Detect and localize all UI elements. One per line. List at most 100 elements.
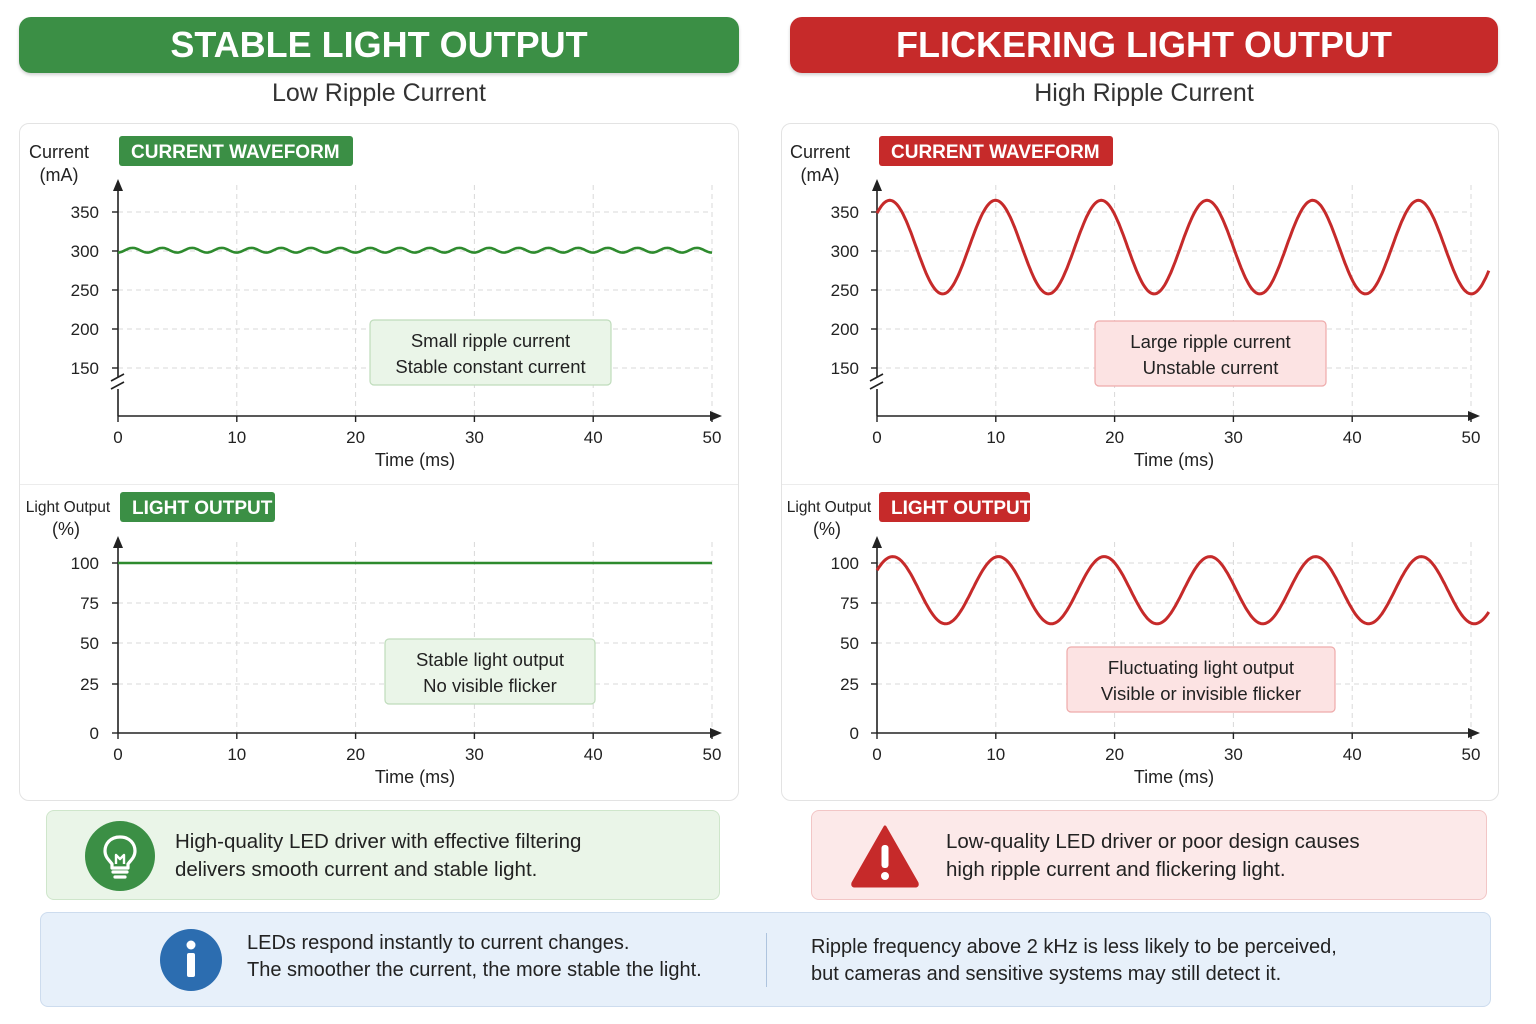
info-note-box: LEDs respond instantly to current change… (40, 912, 1491, 1007)
x-tick-label: 40 (584, 745, 603, 764)
x-tick-label: 0 (872, 428, 881, 447)
panel-divider (20, 484, 738, 485)
series-line (117, 246, 713, 254)
y-axis-label: Current (29, 142, 89, 162)
x-axis-label: Time (ms) (375, 767, 455, 787)
right-current-chart: 150 200 250 300 350 0 10 20 30 40 50 Time (ms) Curre… (790, 136, 1491, 470)
callout-line-2: Unstable current (1143, 357, 1279, 378)
x-tick-label: 20 (346, 745, 365, 764)
info-icon (159, 928, 223, 992)
y-tick-label: 350 (831, 203, 859, 222)
chart-title: CURRENT WAVEFORM (891, 142, 1100, 163)
y-tick-label: 300 (831, 242, 859, 261)
x-tick-label: 30 (465, 428, 484, 447)
axis-break-mark (869, 381, 884, 390)
series-line (875, 198, 1491, 296)
x-tick-label: 0 (113, 745, 122, 764)
y-tick-label: 100 (831, 554, 859, 573)
y-axis-label: Current (790, 142, 850, 162)
panel-divider (782, 484, 1498, 485)
y-tick-label: 250 (71, 281, 99, 300)
stable-info-line-1: High-quality LED driver with effective f… (175, 830, 582, 853)
x-tick-label: 30 (1224, 428, 1243, 447)
y-tick-label: 25 (840, 675, 859, 694)
right-light-chart: 0 25 50 75 100 0 10 20 30 40 50 Time (ms) Light Outp… (787, 492, 1491, 787)
x-tick-label: 10 (986, 428, 1005, 447)
x-tick-label: 10 (986, 745, 1005, 764)
note-line-3: Ripple frequency above 2 kHz is less lik… (811, 936, 1337, 958)
note-separator (766, 933, 767, 987)
chart-title: LIGHT OUTPUT (132, 498, 273, 519)
flicker-banner: FLICKERING LIGHT OUTPUT (790, 17, 1498, 73)
axis-break-mark (869, 373, 884, 382)
callout-line-1: Fluctuating light output (1108, 657, 1294, 678)
x-axis-arrow (1468, 728, 1480, 738)
chart-title-tag (879, 492, 1030, 522)
callout-line-2: Stable constant current (395, 356, 585, 377)
x-axis-label: Time (ms) (1134, 450, 1214, 470)
note-text-right: Ripple frequency above 2 kHz is less lik… (811, 934, 1431, 988)
note-line-2: The smoother the current, the more stabl… (247, 959, 702, 981)
left-light-chart: 0 25 50 75 100 0 10 20 30 40 50 Time (ms) Light Outp… (26, 492, 722, 787)
callout-box (384, 638, 596, 705)
y-tick-label: 300 (71, 242, 99, 261)
callout-line-1: Small ripple current (411, 330, 570, 351)
y-tick-label: 200 (71, 320, 99, 339)
y-axis-label: Light Output (26, 499, 111, 516)
x-tick-label: 30 (465, 745, 484, 764)
x-axis-label: Time (ms) (1134, 767, 1214, 787)
x-tick-label: 30 (1224, 745, 1243, 764)
y-axis-arrow (113, 179, 123, 191)
y-tick-label: 25 (80, 675, 99, 694)
y-tick-label: 250 (831, 281, 859, 300)
y-tick-label: 0 (850, 724, 859, 743)
stable-chart-panel (19, 123, 739, 801)
flicker-info-line-1: Low-quality LED driver or poor design ca… (946, 830, 1360, 853)
callout-line-1: Stable light output (416, 649, 564, 670)
x-axis-arrow (1468, 411, 1480, 421)
y-axis-label: Light Output (787, 499, 872, 516)
stable-info-line-2: delivers smooth current and stable light… (175, 858, 538, 881)
stable-banner: STABLE LIGHT OUTPUT (19, 17, 739, 73)
y-tick-label: 50 (80, 634, 99, 653)
y-axis-unit: (%) (52, 519, 80, 539)
x-tick-label: 50 (1462, 428, 1481, 447)
y-axis-arrow (872, 536, 882, 548)
y-axis-arrow (872, 179, 882, 191)
x-tick-label: 40 (1343, 745, 1362, 764)
y-tick-label: 50 (840, 634, 859, 653)
y-tick-label: 75 (840, 594, 859, 613)
y-axis-arrow (113, 536, 123, 548)
axis-break-mark (110, 381, 125, 390)
note-line-4: but cameras and sensitive systems may st… (811, 963, 1282, 985)
x-tick-label: 40 (1343, 428, 1362, 447)
callout-box (1066, 646, 1336, 713)
callout-line-1: Large ripple current (1130, 331, 1290, 352)
x-tick-label: 20 (346, 428, 365, 447)
y-axis-unit: (%) (813, 519, 841, 539)
axis-break-mark (110, 373, 125, 382)
x-axis-arrow (710, 411, 722, 421)
x-tick-label: 20 (1105, 428, 1124, 447)
note-text-left: LEDs respond instantly to current change… (247, 930, 747, 984)
callout-line-2: No visible flicker (423, 675, 557, 696)
stable-info-box: High-quality LED driver with effective f… (46, 810, 720, 900)
x-tick-label: 50 (703, 745, 722, 764)
flicker-info-line-2: high ripple current and flickering light… (946, 858, 1286, 881)
y-tick-label: 350 (71, 203, 99, 222)
x-tick-label: 40 (584, 428, 603, 447)
flicker-info-text: Low-quality LED driver or poor design ca… (946, 828, 1466, 884)
callout-line-2: Visible or invisible flicker (1101, 683, 1301, 704)
flicker-info-box: Low-quality LED driver or poor design ca… (811, 810, 1487, 900)
y-tick-label: 150 (831, 359, 859, 378)
y-tick-label: 0 (90, 724, 99, 743)
left-current-chart: 150 200 250 300 350 0 10 20 30 40 50 Time (ms) Curre… (29, 136, 722, 470)
y-axis-unit: (mA) (801, 165, 840, 185)
x-tick-label: 10 (227, 428, 246, 447)
x-axis-label: Time (ms) (375, 450, 455, 470)
chart-title: LIGHT OUTPUT (891, 498, 1032, 519)
x-axis-arrow (710, 728, 722, 738)
stable-subtitle: Low Ripple Current (272, 79, 486, 107)
warning-triangle-icon (850, 821, 920, 891)
